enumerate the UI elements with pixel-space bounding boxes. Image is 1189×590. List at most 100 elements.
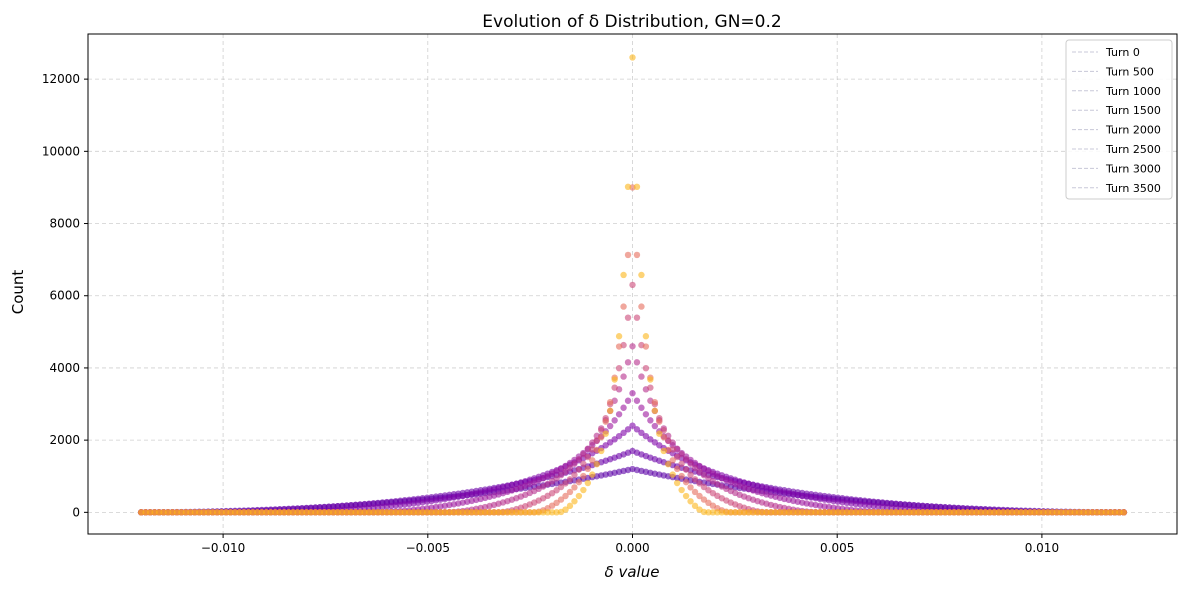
data-point xyxy=(231,509,239,516)
data-point xyxy=(160,509,167,516)
data-point xyxy=(1089,509,1096,516)
data-point xyxy=(459,509,466,516)
data-point xyxy=(999,509,1007,516)
data-point xyxy=(888,509,895,516)
data-point xyxy=(566,476,574,483)
data-point xyxy=(1071,509,1078,516)
data-point xyxy=(709,509,717,516)
data-point xyxy=(723,509,730,516)
data-point xyxy=(522,509,529,516)
data-point xyxy=(629,54,636,61)
data-point xyxy=(629,281,636,289)
data-point xyxy=(968,509,976,516)
data-point xyxy=(673,479,681,487)
data-point xyxy=(606,422,614,430)
data-point xyxy=(629,390,636,397)
legend-label: Turn 0 xyxy=(1105,46,1140,59)
data-point xyxy=(758,509,766,516)
data-point xyxy=(464,509,471,516)
data-point xyxy=(263,509,270,516)
data-point xyxy=(468,509,475,516)
data-point xyxy=(615,432,623,440)
data-point xyxy=(1026,509,1034,516)
legend-label: Turn 2500 xyxy=(1105,143,1161,156)
data-point xyxy=(687,460,694,467)
data-point xyxy=(289,509,297,516)
data-point xyxy=(696,492,703,500)
data-point xyxy=(356,509,364,516)
data-point xyxy=(571,460,578,467)
data-point xyxy=(553,499,560,507)
data-point xyxy=(633,426,641,433)
data-point xyxy=(575,492,583,500)
data-point xyxy=(660,426,667,434)
data-point xyxy=(441,509,449,516)
data-point xyxy=(624,397,632,404)
data-point xyxy=(740,509,748,516)
data-point xyxy=(866,509,873,516)
data-point xyxy=(472,509,480,516)
data-point xyxy=(665,437,672,444)
data-point xyxy=(584,453,592,461)
y-tick-label: 0 xyxy=(72,505,80,519)
data-point xyxy=(736,509,743,516)
data-point xyxy=(897,509,904,516)
data-point xyxy=(598,434,605,441)
data-point xyxy=(486,509,493,516)
data-point xyxy=(562,480,569,487)
data-point xyxy=(633,314,641,321)
data-point xyxy=(209,509,216,516)
data-point xyxy=(606,407,614,414)
data-point xyxy=(383,509,391,516)
data-point xyxy=(138,509,145,516)
data-point xyxy=(1102,509,1110,516)
y-tick-label: 6000 xyxy=(49,289,80,303)
data-point xyxy=(691,502,699,510)
data-point xyxy=(691,488,699,496)
data-point xyxy=(410,509,417,516)
data-point xyxy=(196,509,203,516)
data-point xyxy=(790,509,797,516)
data-point xyxy=(446,509,453,516)
data-point xyxy=(513,509,520,516)
data-point xyxy=(544,509,551,516)
data-point xyxy=(414,509,422,516)
data-point xyxy=(843,509,851,516)
data-point xyxy=(941,509,949,516)
data-point xyxy=(535,509,542,516)
data-point xyxy=(964,509,971,516)
data-point xyxy=(142,509,149,516)
data-point xyxy=(624,359,632,366)
data-point xyxy=(562,506,569,513)
data-point xyxy=(660,434,667,441)
data-point xyxy=(330,509,337,516)
data-point xyxy=(892,509,900,516)
data-point xyxy=(566,502,574,510)
data-point xyxy=(732,509,739,516)
data-point xyxy=(749,509,757,516)
data-point xyxy=(352,509,359,516)
data-point xyxy=(294,509,301,516)
data-point xyxy=(598,426,605,434)
data-point xyxy=(575,478,583,486)
data-point xyxy=(629,343,636,350)
data-point xyxy=(906,509,913,516)
data-point xyxy=(557,483,565,491)
data-point xyxy=(794,509,801,516)
data-point xyxy=(191,509,199,516)
data-point xyxy=(928,509,935,516)
data-point xyxy=(593,460,600,468)
data-point xyxy=(1008,509,1016,516)
data-point xyxy=(1066,509,1074,516)
data-point xyxy=(1049,509,1056,516)
data-point xyxy=(249,509,257,516)
data-point xyxy=(1004,509,1011,516)
data-point xyxy=(879,509,886,516)
data-point xyxy=(982,509,989,516)
data-point xyxy=(642,343,650,350)
data-point xyxy=(656,430,663,437)
data-point xyxy=(718,509,726,516)
data-point xyxy=(1075,509,1083,516)
data-point xyxy=(450,509,458,516)
data-point xyxy=(298,509,306,516)
